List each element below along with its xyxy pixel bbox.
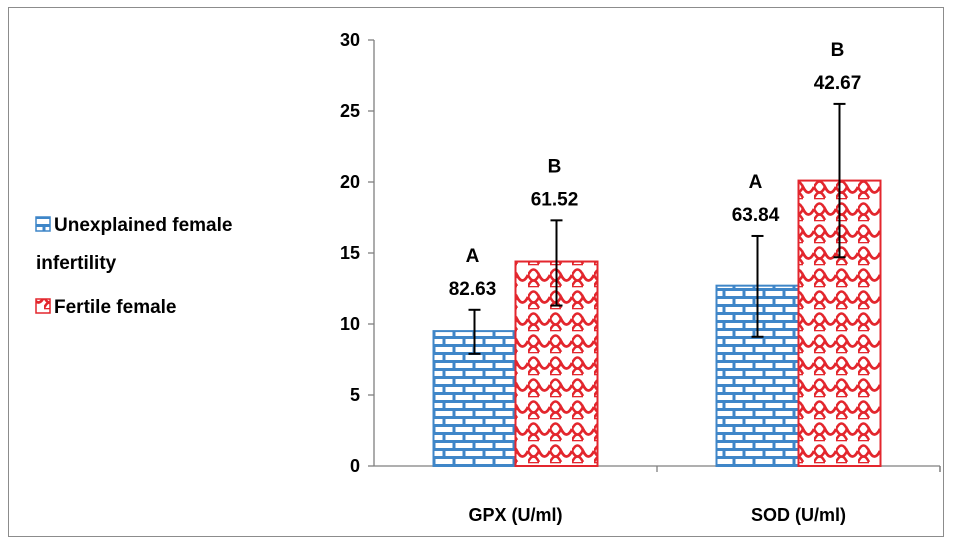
group-letter-0-1: A [749,172,763,193]
y-tick-label-10: 10 [340,314,360,334]
y-tick-label-30: 30 [340,30,360,50]
x-category-label-1: SOD (U/ml) [751,505,846,525]
y-tick-label-5: 5 [350,385,360,405]
bars-group [432,179,882,468]
data-labels-group: A 82.63 B 61.52 A 63.84 B 42.67 [449,40,862,300]
legend-swatch-unexplained [35,216,51,232]
percent-label-1-0: 61.52 [531,189,579,210]
bar-1-0[interactable] [514,260,599,467]
x-category-label-0: GPX (U/ml) [468,505,562,525]
legend: Unexplained female infertility Fertile f… [35,215,232,318]
y-tick-label-20: 20 [340,172,360,192]
error-bars-group [468,102,846,355]
group-letter-1-0: B [548,156,562,177]
percent-label-1-1: 42.67 [814,73,862,94]
legend-label-fertile: Fertile female [54,297,177,318]
percent-label-0-1: 63.84 [732,205,780,226]
legend-label-unexplained-line1: Unexplained female [54,215,232,236]
legend-swatch-fertile [35,298,51,314]
group-letter-1-1: B [831,40,845,61]
y-tick-label-25: 25 [340,101,360,121]
y-tick-label-0: 0 [350,456,360,476]
legend-item-unexplained-female-infertility[interactable]: Unexplained female infertility [35,215,232,274]
legend-label-unexplained-line2: infertility [36,253,117,274]
percent-label-0-0: 82.63 [449,279,497,300]
y-tick-label-15: 15 [340,243,360,263]
group-letter-0-0: A [466,246,480,267]
legend-item-fertile-female[interactable]: Fertile female [35,297,177,318]
